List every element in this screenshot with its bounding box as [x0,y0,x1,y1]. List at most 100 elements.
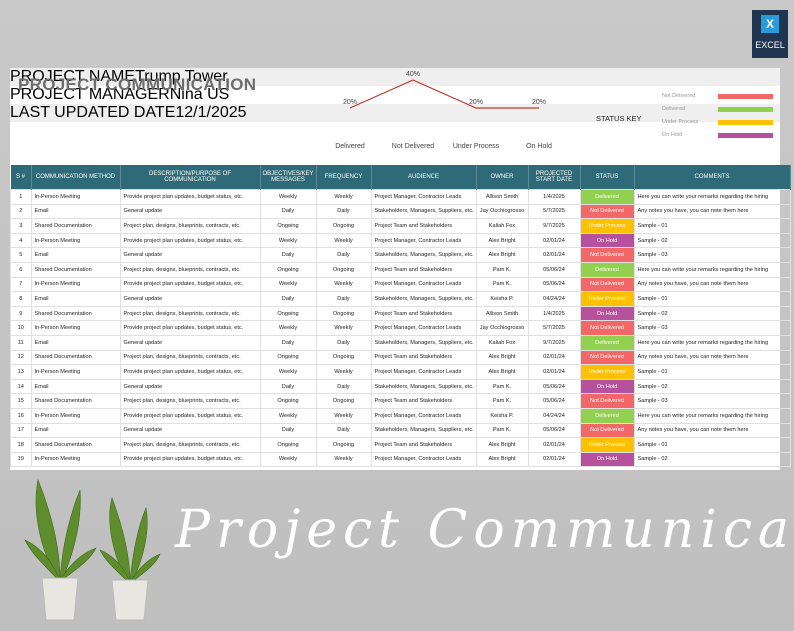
table-cell: General update [119,334,261,351]
banner-title: Project Communication [175,500,794,560]
table-cell: Any notes you have, you can note them he… [633,349,791,366]
table-cell: Alex Bright [475,364,529,380]
table-cell: Provide project plan updates, budget sta… [119,451,261,468]
table-cell: Ongoing [315,437,372,453]
table-cell: 05/06/24 [527,378,581,395]
excel-label: EXCEL [755,40,785,50]
table-cell: 19 [10,451,32,468]
table-cell: Pam K. [475,378,529,395]
table-cell: 1/4/2025 [527,305,581,322]
table-cell: Ongoing [259,261,317,278]
table-cell: Weekly [259,451,317,468]
status-cell: Not Delivered [579,393,635,409]
table-cell: Ongoing [315,261,372,278]
table-cell: In-Person Meeting [30,189,121,205]
table-cell: Daily [315,378,372,395]
info-value: Nina US [169,86,230,103]
table-cell: General update [119,422,261,439]
table-cell: Email [30,247,121,263]
table-cell: 02/01/24 [527,364,581,380]
table-cell: Sample - 01 [633,437,791,453]
column-header: OBJECTIVES/KEY MESSAGES [260,165,317,190]
table-cell: General update [119,378,261,395]
table-row: 3 Shared Documentation Project plan, desig… [10,218,791,234]
table-cell: Project plan, designs, blueprints, contr… [119,393,261,409]
table-row: 19 In-Person Meeting Provide project plan … [10,451,791,468]
pot [111,579,149,621]
table-row: 8 Email General update Daily Daily Stakeholde… [10,291,791,307]
table-row: 17 Email General update Daily Daily Stakehold… [10,422,791,439]
status-cell: Under Process [579,364,635,380]
table-cell: 05/06/24 [527,422,581,439]
table-cell: 18 [10,437,32,453]
table-cell: Project Manager, Contractor Leads [370,232,477,249]
status-cell: Delivered [579,407,635,424]
table-cell: Shared Documentation [30,261,121,278]
table-cell: Sample - 02 [633,378,791,395]
table-cell: Pam K. [475,261,529,278]
category-label: Under Process [453,143,500,150]
table-cell: Email [30,334,121,351]
table-cell: Weekly [259,407,317,424]
info-row: PROJECT MANAGERNina US [10,86,780,104]
column-header: PROJECTED START DATE [528,165,581,190]
status-cell: Delivered [579,261,635,278]
table-cell: Project Manager, Contractor Leads [370,407,477,424]
table-cell: 4 [10,232,32,249]
status-cell: Not Delivered [579,276,635,293]
plants [24,478,161,621]
table-cell: Daily [315,422,372,439]
table-cell: Daily [259,422,317,439]
table-cell: 05/06/24 [527,276,581,293]
column-header: AUDIENCE [371,165,477,190]
data-label: 20% [343,99,357,106]
key-swatch [718,94,773,99]
info-row: PROJECT NAMETrump Tower [10,68,780,86]
table-row: 16 In-Person Meeting Provide project plan … [10,407,791,424]
table-cell: In-Person Meeting [30,276,121,293]
column-header: FREQUENCY [316,165,372,190]
table-cell: 9 [10,305,32,322]
table-cell: Kaliah Fox [475,218,529,234]
key-swatch [718,120,773,125]
table-row: 6 Shared Documentation Project plan, desig… [10,261,791,278]
table-cell: Project plan, designs, blueprints, contr… [119,437,261,453]
table-cell: Provide project plan updates, budget sta… [119,320,261,336]
column-header: COMMENTS [634,165,791,190]
table-row: 4 In-Person Meeting Provide project plan u… [10,232,791,249]
table-cell: Sample - 02 [633,305,791,322]
table-cell: Ongoing [315,393,372,409]
column-header: STATUS [580,165,635,190]
table-cell: 5 [10,247,32,263]
key-label: Not Delivered [662,93,696,99]
status-key-title: STATUS KEY [596,114,642,123]
table-cell: Alex Bright [475,451,529,468]
table-cell: 02/01/24 [527,232,581,249]
table-cell: Stakeholders, Managers, Suppliers, etc. [370,422,477,439]
key-label: On Hold [662,132,683,138]
table-cell: Project Manager, Contractor Leads [370,364,477,380]
table-cell: 14 [10,378,32,395]
table-cell: Ongoing [259,437,317,453]
table-cell: Alex Bright [475,247,529,263]
category-label: Delivered [335,143,365,150]
status-cell: Not Delivered [579,247,635,263]
table-cell: 02/01/24 [527,247,581,263]
table-cell: Project plan, designs, blueprints, contr… [119,349,261,366]
table-cell: Ongoing [259,349,317,366]
table-cell: Project Team and Stakeholders [370,261,477,278]
status-chart: 20% Delivered 40% Not Delivered 20% Under Pro… [335,71,552,150]
table-cell: Sample - 03 [633,247,791,263]
table-cell: General update [119,203,261,220]
table-cell: Weekly [315,451,372,468]
table-cell: Project Team and Stakeholders [370,218,477,234]
table-cell: Daily [259,247,317,263]
table-cell: Weekly [259,189,317,205]
table-cell: Allison Smith [475,189,529,205]
table-cell: Project Team and Stakeholders [370,393,477,409]
table-cell: Daily [259,334,317,351]
table-cell: Shared Documentation [30,349,121,366]
table-cell: Sample - 03 [633,320,791,336]
status-cell: On Hold [579,378,635,395]
